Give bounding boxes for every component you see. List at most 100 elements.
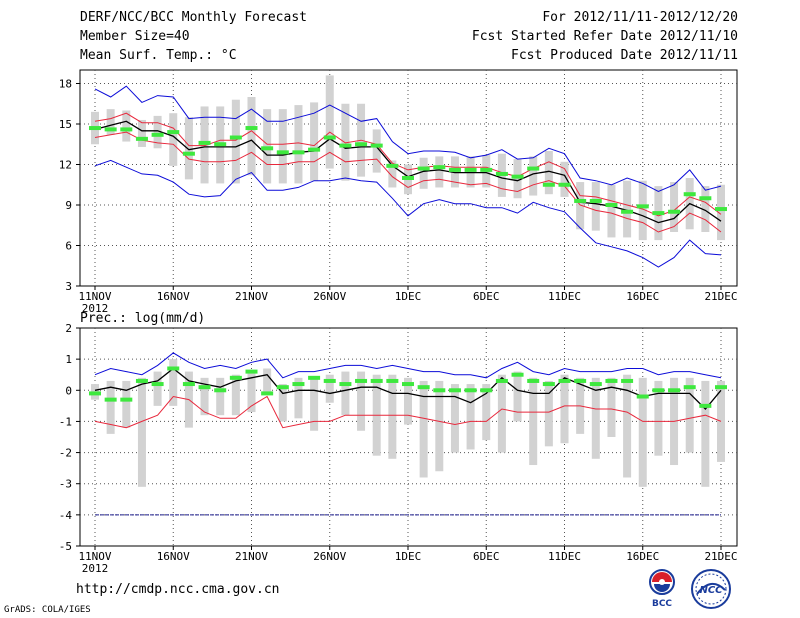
observed-marker [683,385,696,390]
ensemble-range-bar [717,184,725,241]
y-tick-label: 1 [65,353,72,366]
ensemble-range-bar [544,151,553,195]
observed-marker [715,207,727,212]
observed-marker [511,372,524,377]
observed-marker [621,209,634,214]
observed-marker [167,366,180,371]
observed-marker [527,166,540,171]
ensemble-range-bar [247,371,256,413]
ensemble-range-bar [450,384,459,453]
series-line-median [94,367,722,410]
ensemble-range-bar [200,377,209,416]
ensemble-range-bar [529,377,538,466]
observed-marker [229,375,242,380]
observed-marker [433,165,446,170]
ensemble-range-bar [560,161,569,197]
ensemble-range-bar [513,159,522,199]
series-line-min [94,85,722,193]
ensemble-range-bar [106,109,115,135]
ensemble-range-bar [357,371,366,431]
ensemble-range-bar [435,380,444,472]
y-tick-label: 12 [59,159,72,172]
observed-marker [135,136,148,141]
observed-marker [511,174,524,179]
ensemble-range-bar [231,374,240,416]
observed-marker [182,151,195,156]
ensemble-range-bar [247,97,256,176]
x-tick-label: 16DEC [626,290,659,303]
ensemble-range-bar [310,377,319,431]
ensemble-range-bar [388,374,397,459]
ensemble-range-bar [122,380,131,428]
observed-marker [668,388,681,393]
series-line-p75 [94,112,722,217]
observed-marker [104,397,117,402]
observed-marker [605,203,618,207]
y-tick-label: 6 [65,240,72,253]
y-tick-label: 2 [65,322,72,335]
y-tick-label: -1 [59,415,72,428]
observed-marker [417,385,430,390]
observed-marker [308,375,321,380]
ensemble-range-bar [278,109,287,184]
ensemble-range-bar [670,182,679,232]
observed-marker [699,196,712,201]
ensemble-range-bar [638,180,647,241]
forecast-period: For 2012/11/11-2012/12/20 [542,10,738,25]
observed-marker [668,209,681,214]
ensemble-range-bar [544,380,553,447]
ensemble-range-bar [341,371,350,416]
x-tick-label: 21DEC [704,290,737,303]
x-tick-label: 1DEC [395,290,422,303]
observed-marker [292,382,305,387]
y-tick-label: 3 [65,280,72,293]
ensemble-range-bar [231,99,240,184]
observed-marker [448,388,461,393]
observed-marker [370,143,383,148]
variable-label: Mean Surf. Temp.: °C [80,48,237,63]
chart-title: DERF/NCC/BCC Monthly Forecast [80,10,307,25]
observed-marker [480,167,493,172]
ensemble-range-bar [106,380,115,434]
ensemble-range-bar [325,374,334,403]
x-tick-label: 26NOV [313,550,346,563]
ensemble-range-bar [310,102,319,181]
ensemble-range-bar [435,156,444,188]
observed-marker [339,143,352,148]
observed-marker [355,142,368,147]
ensemble-range-bar [137,119,146,147]
observed-marker [542,182,555,187]
observed-marker [386,163,399,168]
ensemble-range-bar [576,182,585,230]
ensemble-range-bar [513,371,522,422]
ensemble-range-bar [278,384,287,422]
ensemble-range-bar [169,113,178,166]
observed-marker [276,150,289,155]
observed-marker [542,382,555,387]
ensemble-range-bar [560,374,569,444]
x-tick-label: 16NOV [157,550,190,563]
observed-marker [480,388,493,393]
x-tick-label: 26NOV [313,290,346,303]
x-tick-label: 21DEC [704,550,737,563]
observed-marker [652,388,665,393]
observed-marker [214,142,227,147]
ensemble-range-bar [169,359,178,406]
observed-marker [495,378,508,383]
ensemble-range-bar [450,156,459,188]
ensemble-range-bar [419,380,428,478]
ncc-logo: NCC [691,569,731,609]
observed-marker [104,127,117,132]
panel-prec: -5 -4 -3 -2 -1 0 1 2 11NOV 16NOV 21NOV 26NOV 1DEC 6DE… [59,311,738,575]
observed-marker [120,397,133,402]
observed-marker [151,132,164,137]
observed-marker [636,394,649,399]
x-tick-label: 6DEC [473,290,500,303]
source-url[interactable]: http://cmdp.ncc.cma.gov.cn [76,582,280,597]
observed-marker [182,382,195,387]
panel-title-precip: Prec.: log(mm/d) [80,311,205,326]
ensemble-range-bar [294,377,303,419]
ensemble-range-bar [263,368,272,394]
ncc-logo-text: NCC [699,585,723,596]
x-year-label: 2012 [82,562,109,575]
